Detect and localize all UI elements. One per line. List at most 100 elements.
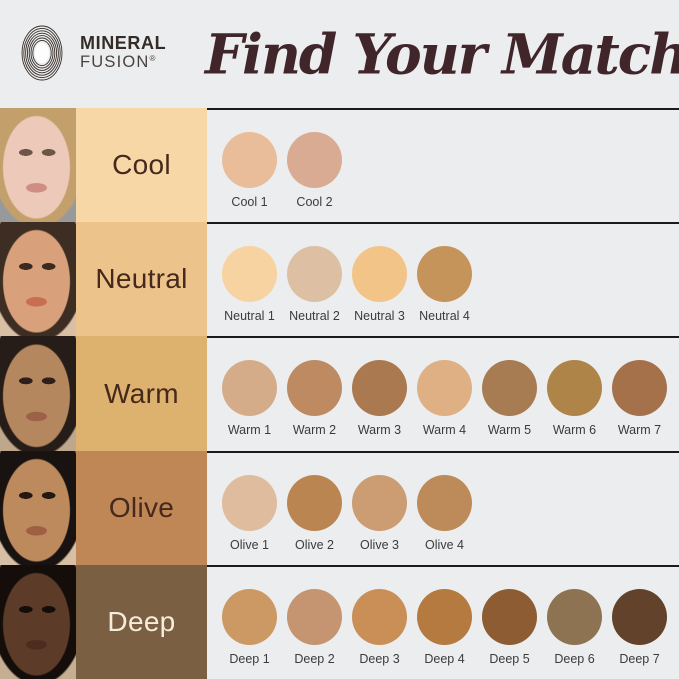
shade-swatch: Deep 7 bbox=[612, 588, 667, 666]
portrait-photo-cool bbox=[0, 108, 76, 223]
page-title: Find Your Match bbox=[205, 21, 679, 87]
swatch-label: Warm 4 bbox=[422, 423, 467, 438]
shade-row-cool: Cool Cool 1 Cool 2 bbox=[0, 108, 679, 223]
shade-swatch: Neutral 1 bbox=[222, 246, 277, 323]
shade-swatch: Cool 1 bbox=[222, 132, 277, 209]
shade-swatch: Warm 1 bbox=[222, 360, 277, 437]
swatch-label: Olive 3 bbox=[360, 537, 399, 552]
brand-line2: FUSION® bbox=[80, 53, 157, 71]
shade-swatch: Olive 1 bbox=[222, 474, 277, 552]
shade-swatch: Deep 4 bbox=[417, 588, 472, 666]
swatch-circle bbox=[222, 474, 277, 531]
swatch-circle bbox=[417, 588, 472, 645]
swatch-circle bbox=[287, 360, 342, 417]
shade-swatch: Warm 2 bbox=[287, 360, 342, 437]
swatch-label: Neutral 1 bbox=[224, 309, 275, 324]
shade-row-neutral: Neutral Neutral 1 Neutral 2 Neutral 3 Ne… bbox=[0, 222, 679, 337]
shade-swatch: Olive 3 bbox=[352, 474, 407, 552]
mineral-fusion-rings-logo-icon bbox=[21, 25, 63, 81]
shade-swatch: Warm 6 bbox=[547, 360, 602, 437]
swatch-label: Warm 7 bbox=[617, 423, 662, 438]
row-label: Warm bbox=[104, 377, 179, 409]
swatch-circle bbox=[222, 132, 277, 188]
shade-row-warm: Warm Warm 1 Warm 2 Warm 3 Warm 4 Warm 5 … bbox=[0, 336, 679, 451]
shade-swatch: Deep 5 bbox=[482, 588, 537, 666]
swatch-area: Neutral 1 Neutral 2 Neutral 3 Neutral 4 bbox=[207, 222, 679, 337]
swatch-label: Olive 4 bbox=[425, 537, 464, 552]
row-label-box: Cool bbox=[76, 108, 207, 223]
swatch-area: Olive 1 Olive 2 Olive 3 Olive 4 bbox=[207, 450, 679, 565]
shade-row-olive: Olive Olive 1 Olive 2 Olive 3 Olive 4 bbox=[0, 450, 679, 565]
swatch-circle bbox=[612, 588, 667, 645]
shade-swatch: Deep 1 bbox=[222, 588, 277, 666]
swatch-label: Olive 1 bbox=[230, 537, 269, 552]
swatch-label: Olive 2 bbox=[295, 537, 334, 552]
swatch-area: Deep 1 Deep 2 Deep 3 Deep 4 Deep 5 Deep … bbox=[207, 564, 679, 679]
swatch-label: Warm 5 bbox=[487, 423, 532, 438]
swatch-circle bbox=[222, 246, 277, 303]
swatch-label: Warm 6 bbox=[552, 423, 597, 438]
swatch-circle bbox=[417, 246, 472, 303]
brand-wordmark: MINERAL FUSION® bbox=[80, 34, 166, 71]
row-label-box: Olive bbox=[76, 450, 207, 565]
shade-swatch: Warm 7 bbox=[612, 360, 667, 437]
swatch-circle bbox=[287, 474, 342, 531]
swatch-circle bbox=[417, 360, 472, 417]
swatch-area: Warm 1 Warm 2 Warm 3 Warm 4 Warm 5 Warm … bbox=[207, 336, 679, 451]
swatch-label: Cool 1 bbox=[231, 195, 268, 209]
swatch-label: Deep 4 bbox=[424, 651, 465, 666]
swatch-circle bbox=[612, 360, 667, 417]
swatch-label: Deep 6 bbox=[554, 651, 595, 666]
shade-swatch: Neutral 2 bbox=[287, 246, 342, 323]
shade-swatch: Neutral 3 bbox=[352, 246, 407, 323]
shade-row-deep: Deep Deep 1 Deep 2 Deep 3 Deep 4 Deep 5 … bbox=[0, 564, 679, 679]
swatch-circle bbox=[352, 360, 407, 417]
swatch-label: Deep 2 bbox=[294, 651, 335, 666]
shade-swatch: Deep 6 bbox=[547, 588, 602, 666]
swatch-circle bbox=[547, 360, 602, 417]
swatch-circle bbox=[482, 588, 537, 645]
swatch-circle bbox=[222, 588, 277, 645]
shade-swatch: Warm 5 bbox=[482, 360, 537, 437]
shade-swatch: Cool 2 bbox=[287, 132, 342, 209]
shade-swatch: Olive 2 bbox=[287, 474, 342, 552]
row-label-box: Deep bbox=[76, 564, 207, 679]
row-label: Deep bbox=[107, 605, 176, 637]
shade-swatch: Warm 4 bbox=[417, 360, 472, 437]
swatch-label: Deep 7 bbox=[619, 651, 660, 666]
row-label-box: Neutral bbox=[76, 222, 207, 337]
shade-swatch: Deep 3 bbox=[352, 588, 407, 666]
shade-swatch: Neutral 4 bbox=[417, 246, 472, 323]
brand-line1: MINERAL bbox=[80, 33, 167, 53]
swatch-circle bbox=[222, 360, 277, 417]
shade-swatch: Deep 2 bbox=[287, 588, 342, 666]
swatch-label: Neutral 3 bbox=[354, 309, 405, 324]
swatch-circle bbox=[287, 588, 342, 645]
swatch-label: Deep 3 bbox=[359, 651, 400, 666]
swatch-label: Cool 2 bbox=[296, 195, 333, 209]
row-label: Olive bbox=[108, 491, 175, 523]
registered-mark: ® bbox=[149, 54, 157, 63]
swatch-label: Deep 5 bbox=[489, 651, 530, 666]
swatch-label: Neutral 2 bbox=[289, 309, 340, 324]
swatch-label: Warm 1 bbox=[227, 423, 272, 438]
swatch-area: Cool 1 Cool 2 bbox=[207, 108, 679, 223]
shade-swatch: Olive 4 bbox=[417, 474, 472, 552]
shade-swatch: Warm 3 bbox=[352, 360, 407, 437]
portrait-photo-warm bbox=[0, 336, 76, 451]
swatch-circle bbox=[482, 360, 537, 417]
swatch-label: Warm 3 bbox=[357, 423, 402, 438]
shade-rows: Cool Cool 1 Cool 2 Neutral Neutral 1 Neu… bbox=[0, 108, 679, 679]
swatch-circle bbox=[287, 132, 342, 188]
row-label-box: Warm bbox=[76, 336, 207, 451]
swatch-circle bbox=[547, 588, 602, 645]
swatch-circle bbox=[417, 474, 472, 531]
row-label: Cool bbox=[112, 149, 171, 181]
portrait-photo-neutral bbox=[0, 222, 76, 337]
swatch-label: Neutral 4 bbox=[419, 309, 470, 324]
swatch-circle bbox=[352, 246, 407, 303]
swatch-label: Deep 1 bbox=[229, 651, 270, 666]
swatch-circle bbox=[352, 588, 407, 645]
swatch-circle bbox=[352, 474, 407, 531]
